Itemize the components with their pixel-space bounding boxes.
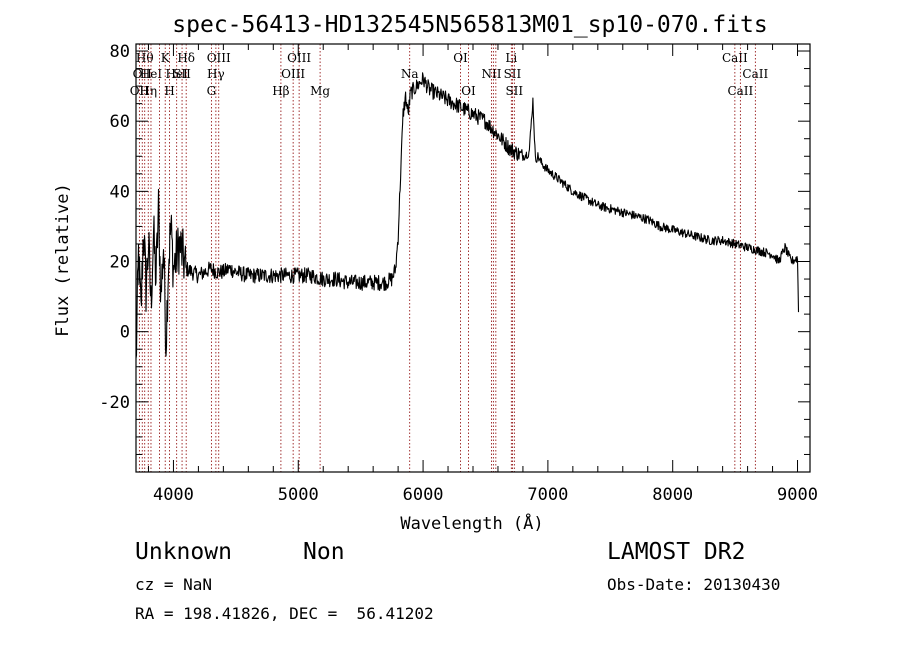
object-class: Unknown bbox=[135, 539, 232, 565]
y-tick-label: -20 bbox=[99, 393, 130, 413]
spectral-line-label: Hγ bbox=[207, 67, 225, 81]
x-tick-label: 7000 bbox=[527, 485, 568, 505]
x-tick-labels: 4000 5000 6000 7000 8000 9000 bbox=[153, 485, 818, 505]
spectral-line-label: G bbox=[207, 84, 217, 98]
spectral-line-label: Hδ bbox=[177, 51, 195, 65]
y-tick-labels: -20 0 20 40 60 80 bbox=[99, 42, 130, 413]
x-tick-label: 5000 bbox=[278, 485, 319, 505]
spectral-line-label: Hθ bbox=[136, 51, 154, 65]
x-axis-label: Wavelength (Å) bbox=[400, 512, 543, 534]
x-tick-label: 4000 bbox=[153, 485, 194, 505]
x-tick-label: 8000 bbox=[652, 485, 693, 505]
spectral-line-label: NII bbox=[481, 67, 501, 81]
spectral-line-label: CaII bbox=[722, 51, 748, 65]
object-subclass: Non bbox=[303, 539, 345, 565]
sky-coordinates: RA = 198.41826, DEC = 56.41202 bbox=[135, 604, 434, 623]
spectral-line-label: OIII bbox=[281, 67, 305, 81]
spectrum-series-line bbox=[135, 72, 800, 359]
spectral-line-label: Hη bbox=[139, 84, 157, 98]
spectral-line-label: Mg bbox=[310, 84, 330, 98]
spectral-line-label: K bbox=[161, 51, 171, 65]
plot-axes bbox=[135, 43, 811, 473]
chart-title: spec-56413-HD132545N565813M01_sp10-070.f… bbox=[172, 12, 767, 38]
spectral-line-label: SII bbox=[173, 67, 191, 81]
y-tick-label: 20 bbox=[110, 253, 130, 273]
y-tick-label: 0 bbox=[120, 323, 130, 343]
spectral-line-label: OIII bbox=[287, 51, 311, 65]
observation-date: Obs-Date: 20130430 bbox=[607, 575, 781, 594]
spectral-line-label: HeI bbox=[140, 67, 163, 81]
y-tick-label: 40 bbox=[110, 182, 130, 202]
plot-frame bbox=[135, 43, 811, 473]
x-tick-label: 6000 bbox=[403, 485, 444, 505]
spectral-line-label: Li bbox=[505, 51, 517, 65]
spectral-line-label: OI bbox=[453, 51, 468, 65]
y-tick-label: 80 bbox=[110, 42, 130, 62]
spectral-line-label: CaII bbox=[727, 84, 753, 98]
spectral-line-label: OII bbox=[133, 67, 153, 81]
spectral-line-label: H bbox=[164, 84, 174, 98]
spectral-line-label: OIII bbox=[207, 51, 231, 65]
survey-name: LAMOST DR2 bbox=[607, 539, 746, 565]
y-tick-label: 60 bbox=[110, 112, 130, 132]
spectral-line-label: SII bbox=[504, 67, 522, 81]
x-tick-label: 9000 bbox=[777, 485, 818, 505]
spectral-line-label: SII bbox=[505, 84, 523, 98]
spectral-line-label: Hβ bbox=[272, 84, 289, 98]
spectral-line-label: HeI bbox=[166, 67, 189, 81]
spectral-line-label: OI bbox=[461, 84, 476, 98]
spectral-line-markers: OIIOIIHθHηHeIKHHeISIIHδGHγOIIIHβOIIIOIII… bbox=[130, 44, 768, 472]
spectral-line-label: CaII bbox=[742, 67, 768, 81]
spectral-line-label: Na bbox=[401, 67, 419, 81]
y-axis-label: Flux (relative) bbox=[53, 183, 73, 337]
redshift-value: cz = NaN bbox=[135, 575, 213, 594]
